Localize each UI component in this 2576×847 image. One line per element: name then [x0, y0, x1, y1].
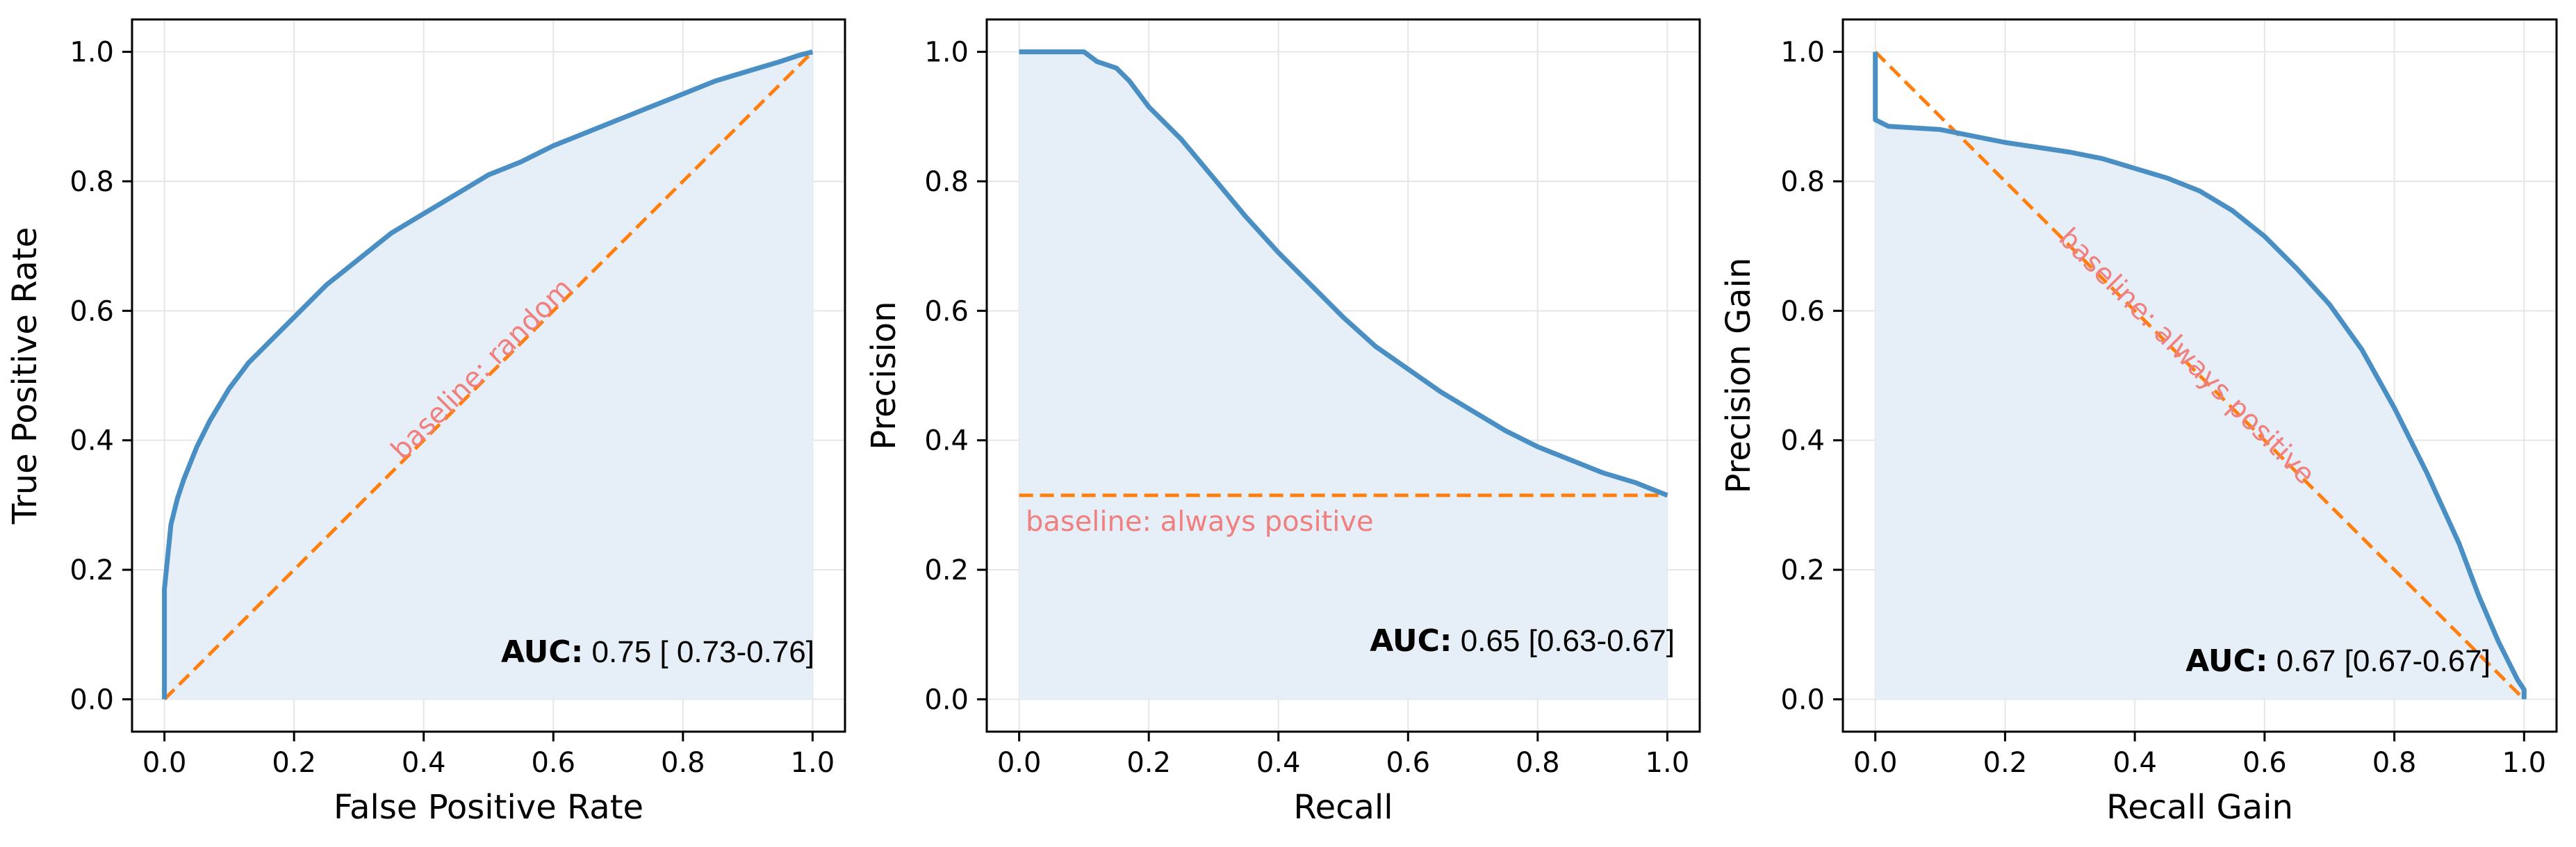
y-tick-label: 0.0	[924, 684, 969, 716]
baseline-line	[163, 50, 814, 701]
baseline-label: baseline: always positive	[1026, 506, 1374, 538]
x-axis-label: False Positive Rate	[334, 788, 643, 827]
x-tick-label: 0.2	[272, 747, 316, 779]
x-tick-label: 0.6	[2242, 747, 2287, 779]
axes-frame	[985, 18, 1701, 733]
auc-value: 0.65 [0.63-0.67]	[1452, 624, 1675, 658]
x-tick-label: 0.6	[1386, 747, 1430, 779]
x-tick-label: 1.0	[791, 747, 835, 779]
y-tick-label: 0.6	[1780, 295, 1825, 327]
baseline-line	[1873, 50, 2526, 701]
y-tick-label: 0.4	[1780, 425, 1825, 457]
x-tick-label: 1.0	[2502, 747, 2547, 779]
x-tick-label: 0.4	[1256, 747, 1301, 779]
axes-frame	[131, 18, 846, 733]
axes-frame	[1841, 18, 2558, 733]
curve-fill-area	[164, 51, 813, 700]
auc-annotation: AUC: 0.67 [0.67-0.67]	[2185, 643, 2491, 679]
x-tick-label: 1.0	[1646, 747, 1690, 779]
x-tick-label: 0.2	[1983, 747, 2028, 779]
performance-curve	[1019, 49, 1668, 498]
curve-fill-area	[1019, 51, 1668, 700]
x-tick-label: 0.0	[1853, 747, 1898, 779]
y-axis-label: Precision	[864, 301, 903, 450]
y-tick-label: 0.2	[924, 554, 969, 586]
auc-annotation: AUC: 0.75 [ 0.73-0.76]	[501, 634, 814, 670]
y-tick-label: 0.2	[1780, 554, 1825, 586]
y-tick-label: 0.0	[69, 684, 114, 716]
x-axis-label: Recall	[1293, 788, 1393, 827]
y-tick-label: 0.6	[69, 295, 114, 327]
auc-key: AUC:	[501, 634, 583, 670]
auc-value: 0.75 [ 0.73-0.76]	[583, 635, 814, 669]
x-tick-label: 0.8	[2372, 747, 2417, 779]
x-tick-label: 0.2	[1126, 747, 1171, 779]
auc-value: 0.67 [0.67-0.67]	[2268, 644, 2491, 678]
y-tick-label: 0.8	[924, 166, 969, 198]
curve-fill-area	[1875, 51, 2525, 700]
performance-curve	[1873, 51, 2527, 700]
x-tick-label: 0.4	[402, 747, 446, 779]
performance-curve	[162, 49, 814, 700]
y-tick-label: 0.0	[1780, 684, 1825, 716]
y-tick-label: 0.8	[69, 166, 114, 198]
y-tick-label: 1.0	[924, 37, 969, 69]
y-tick-label: 0.8	[1780, 166, 1825, 198]
x-tick-label: 0.4	[2113, 747, 2157, 779]
x-tick-label: 0.0	[997, 747, 1042, 779]
y-axis-label: Precision Gain	[1719, 258, 1758, 494]
x-axis-label: Recall Gain	[2106, 788, 2293, 827]
y-tick-label: 0.4	[924, 425, 969, 457]
y-tick-label: 1.0	[69, 37, 114, 69]
chart-panel-2: baseline: always positive 0.0 0.0 0.2 0.2 0.4…	[864, 18, 1701, 827]
y-tick-label: 0.4	[69, 425, 114, 457]
y-axis-label: True Positive Rate	[6, 227, 44, 525]
chart-panel-1: baseline: random0.00.00.20.20.40.40.60.6…	[6, 18, 846, 827]
x-tick-label: 0.8	[661, 747, 705, 779]
y-tick-label: 0.2	[69, 554, 114, 586]
chart-panel-3: baseline: always positive0.00.00.20.20.4…	[1719, 18, 2558, 827]
y-tick-label: 0.6	[924, 295, 969, 327]
x-tick-label: 0.0	[142, 747, 187, 779]
x-tick-label: 0.6	[531, 747, 575, 779]
auc-key: AUC:	[1370, 623, 1452, 659]
auc-key: AUC:	[2185, 643, 2267, 679]
x-tick-label: 0.8	[1516, 747, 1560, 779]
auc-annotation: AUC: 0.65 [0.63-0.67]	[1370, 623, 1675, 659]
y-tick-label: 1.0	[1780, 37, 1825, 69]
